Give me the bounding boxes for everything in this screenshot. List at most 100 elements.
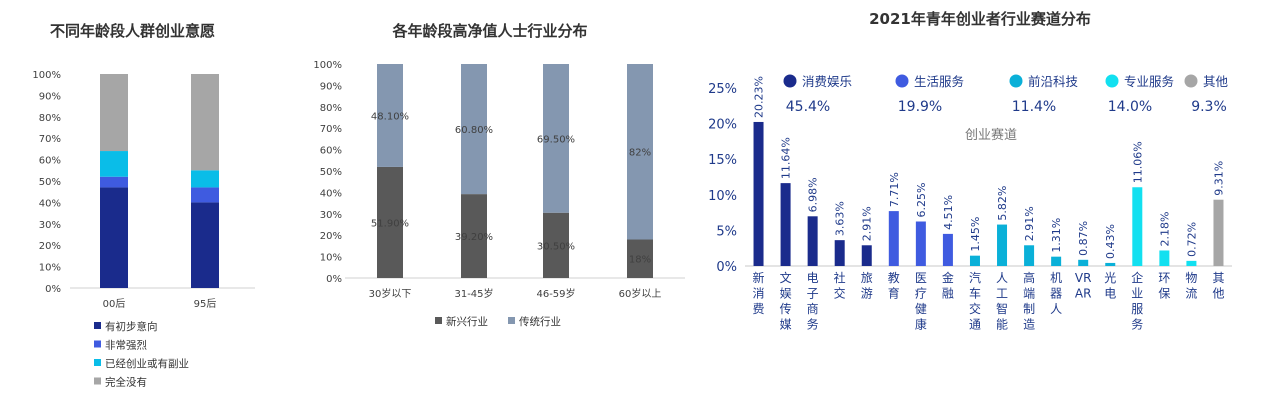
- legend-label: 前沿科技: [1028, 74, 1079, 89]
- bar-segment: [461, 194, 487, 278]
- bar-segment: [191, 170, 219, 188]
- data-label: 20.23%: [753, 76, 766, 118]
- data-label: 7.71%: [888, 172, 901, 207]
- legend-dot: [895, 74, 909, 88]
- data-label: 69.50%: [537, 134, 575, 145]
- bar: [807, 216, 818, 266]
- x-tick-label: 31-45岁: [454, 287, 493, 300]
- x-tick-label: 其他: [1212, 271, 1224, 301]
- bar: [1132, 187, 1143, 266]
- y-tick-label: 60%: [320, 146, 342, 157]
- data-label: 48.10%: [371, 111, 409, 122]
- bar-segment: [461, 64, 487, 195]
- chart-subtitle: 创业赛道: [965, 127, 1017, 143]
- y-tick-label: 25%: [708, 82, 737, 97]
- data-label: 30.50%: [537, 241, 575, 252]
- bar: [915, 221, 926, 266]
- y-tick-label: 15%: [708, 153, 737, 168]
- chart-hnwi-industry-by-age: 各年龄段高净值人士行业分布 0% 10% 20% 30% 40% 50% 60% 70% 80%…: [290, 0, 690, 409]
- legend-label: 非常强烈: [105, 339, 147, 352]
- legend-dot: [783, 74, 797, 88]
- chart-title: 2021年青年创业者行业赛道分布: [869, 10, 1091, 28]
- y-tick-label: 50%: [39, 177, 61, 188]
- bar: [969, 255, 980, 266]
- x-tick-label: 00后: [103, 298, 126, 310]
- bar-segment: [377, 166, 403, 278]
- bar-segment: [543, 212, 569, 278]
- legend-label: 有初步意向: [105, 320, 158, 333]
- bar-segment: [100, 176, 128, 188]
- x-tick-label: 文娱传媒: [780, 270, 792, 332]
- x-tick-label: 物流: [1185, 271, 1197, 301]
- legend-dot: [1105, 74, 1119, 88]
- data-label: 60.80%: [455, 125, 493, 136]
- legend-swatch: [94, 377, 101, 385]
- legend-share: 14.0%: [1108, 99, 1152, 115]
- legend-label: 新兴行业: [446, 315, 488, 328]
- x-tick-label: 金融: [942, 270, 954, 301]
- x-tick-label: 旅游: [861, 271, 873, 301]
- bar-segment: [191, 187, 219, 203]
- bar: [861, 245, 872, 266]
- y-tick-label: 70%: [320, 124, 342, 135]
- bar-segment: [191, 202, 219, 288]
- bar: [1078, 259, 1089, 266]
- chart-1-svg: 0% 10% 20% 30% 40% 50% 60% 70% 80% 90% 100% 00后 95后有…: [32, 70, 255, 389]
- x-tick-label: 机器人: [1050, 271, 1062, 316]
- x-tick-label: 社交: [834, 270, 846, 301]
- x-tick-label: 医疗健康: [915, 271, 927, 332]
- y-tick-label: 30%: [39, 220, 61, 231]
- bar-segment: [100, 74, 128, 152]
- y-tick-label: 5%: [716, 224, 737, 239]
- data-label: 1.45%: [969, 217, 982, 252]
- y-tick-label: 90%: [320, 81, 342, 92]
- chart-title: 各年龄段高净值人士行业分布: [392, 22, 588, 40]
- y-tick-label: 0%: [45, 284, 61, 295]
- x-tick-label: 46-59岁: [536, 287, 575, 300]
- data-label: 82%: [629, 148, 651, 159]
- legend-share: 45.4%: [786, 99, 830, 115]
- legend-share: 19.9%: [898, 99, 942, 115]
- y-tick-label: 20%: [320, 231, 342, 242]
- data-label: 2.91%: [861, 206, 874, 241]
- legend-swatch: [94, 340, 101, 348]
- legend-label: 专业服务: [1124, 74, 1174, 89]
- data-label: 6.25%: [915, 183, 928, 218]
- y-tick-label: 20%: [708, 118, 737, 133]
- y-tick-label: 10%: [39, 263, 61, 274]
- legend-swatch: [94, 359, 101, 366]
- x-tick-label: 汽车交通: [969, 270, 981, 332]
- x-tick-label: 电子商务: [807, 271, 819, 332]
- bar: [753, 121, 764, 266]
- bar-segment: [377, 64, 403, 167]
- legend-label: 生活服务: [914, 74, 964, 89]
- bar: [780, 183, 791, 266]
- y-tick-label: 20%: [39, 241, 61, 252]
- bar-segment: [100, 187, 128, 288]
- x-tick-label: 人工智能: [996, 271, 1008, 332]
- y-tick-label: 40%: [39, 198, 61, 209]
- data-label: 6.98%: [807, 177, 820, 212]
- legend-swatch: [94, 322, 101, 329]
- data-label: 39.20%: [455, 232, 493, 243]
- chart-age-entrepreneurship-intent: 不同年龄段人群创业意愿 0% 10% 20% 30% 40% 50% 60% 70% 80% 90…: [0, 0, 265, 409]
- bar-segment: [100, 151, 128, 177]
- bar-segment: [627, 64, 653, 240]
- data-label: 51.90%: [371, 218, 409, 229]
- legend-dot: [1184, 74, 1198, 88]
- data-label: 4.51%: [942, 195, 955, 230]
- y-tick-label: 60%: [39, 156, 61, 167]
- y-tick-label: 50%: [320, 167, 342, 178]
- bar-segment: [543, 64, 569, 213]
- legend-share: 11.4%: [1012, 99, 1056, 115]
- data-label: 3.63%: [834, 201, 847, 236]
- data-label: 5.82%: [996, 186, 1009, 221]
- x-tick-label: 高端制造: [1023, 270, 1035, 332]
- bar: [1105, 262, 1116, 266]
- legend-label: 已经创业或有副业: [105, 357, 189, 370]
- y-tick-label: 70%: [39, 134, 61, 145]
- legend-label: 传统行业: [519, 315, 561, 328]
- data-label: 0.72%: [1185, 222, 1198, 257]
- data-label: 2.91%: [1023, 206, 1036, 241]
- bar-segment: [627, 239, 653, 278]
